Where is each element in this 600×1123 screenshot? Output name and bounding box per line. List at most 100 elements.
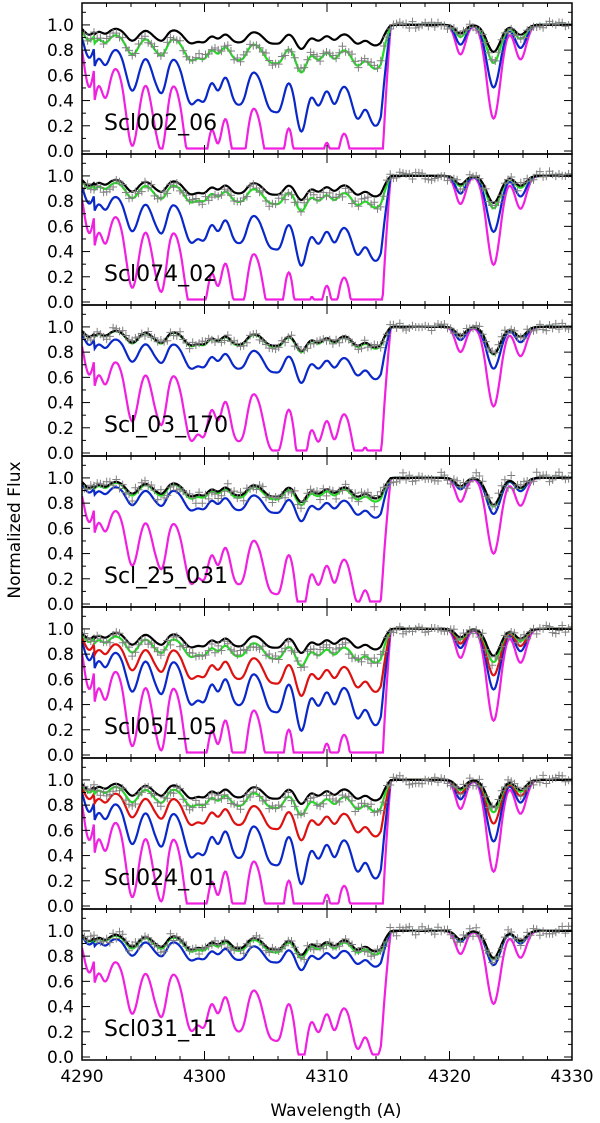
observed-points bbox=[82, 922, 572, 967]
observed-point bbox=[548, 475, 557, 484]
observed-point bbox=[293, 500, 302, 509]
observed-point bbox=[341, 793, 350, 802]
observed-point bbox=[325, 643, 334, 652]
observed-point bbox=[516, 333, 525, 342]
observed-point bbox=[351, 57, 360, 66]
observed-point bbox=[172, 486, 181, 494]
observed-point bbox=[300, 497, 309, 506]
observed-point bbox=[277, 336, 286, 345]
observed-point bbox=[488, 55, 497, 64]
observed-point bbox=[274, 494, 283, 503]
observed-point bbox=[297, 64, 305, 73]
series-blue bbox=[82, 23, 572, 133]
observed-point bbox=[462, 179, 471, 187]
observed-point bbox=[242, 47, 251, 56]
observed-point bbox=[370, 502, 379, 511]
observed-point bbox=[255, 188, 264, 197]
observed-point bbox=[169, 633, 178, 642]
observed-point bbox=[166, 929, 175, 938]
y-tick-label: 0.6 bbox=[47, 217, 74, 237]
observed-point bbox=[414, 623, 423, 632]
observed-point bbox=[262, 651, 270, 660]
y-tick-label: 0.0 bbox=[47, 746, 74, 766]
observed-point bbox=[309, 190, 318, 199]
observed-point bbox=[325, 188, 334, 197]
observed-point bbox=[535, 778, 544, 787]
observed-point bbox=[535, 931, 544, 940]
observed-point bbox=[440, 172, 449, 180]
observed-point bbox=[290, 802, 299, 811]
observed-point bbox=[363, 655, 372, 664]
observed-point bbox=[348, 654, 356, 663]
observed-point bbox=[287, 796, 296, 805]
observed-point bbox=[258, 48, 267, 56]
observed-point bbox=[367, 492, 376, 501]
observed-point bbox=[535, 624, 544, 633]
observed-point bbox=[348, 494, 356, 502]
observed-point bbox=[90, 185, 98, 194]
observed-point bbox=[421, 628, 430, 637]
observed-point bbox=[516, 792, 525, 801]
observed-point bbox=[217, 47, 226, 56]
observed-point bbox=[118, 638, 127, 647]
y-tick-label: 0.0 bbox=[47, 293, 74, 313]
observed-point bbox=[332, 645, 341, 653]
observed-point bbox=[392, 19, 401, 28]
y-tick-label: 0.4 bbox=[47, 394, 74, 414]
y-tick-label: 0.8 bbox=[47, 41, 74, 61]
observed-point bbox=[198, 54, 207, 63]
observed-point bbox=[239, 645, 248, 654]
observed-point bbox=[548, 628, 557, 637]
observed-point bbox=[507, 628, 516, 636]
observed-point bbox=[211, 936, 219, 945]
observed-point bbox=[246, 942, 255, 951]
observed-point bbox=[472, 321, 481, 330]
observed-point bbox=[481, 337, 490, 346]
observed-point bbox=[453, 783, 462, 792]
series-blue bbox=[82, 476, 572, 523]
observed-point bbox=[395, 168, 404, 177]
observed-point bbox=[252, 184, 261, 192]
observed-point bbox=[363, 193, 372, 202]
observed-point bbox=[82, 484, 89, 493]
observed-point bbox=[252, 643, 261, 652]
observed-point bbox=[281, 941, 290, 950]
observed-point bbox=[182, 339, 191, 347]
series-magenta bbox=[82, 929, 572, 1056]
observed-point bbox=[539, 23, 548, 32]
observed-point bbox=[284, 637, 293, 646]
observed-point bbox=[223, 331, 232, 340]
observed-point bbox=[465, 924, 474, 933]
observed-point bbox=[513, 934, 522, 943]
observed-point bbox=[335, 797, 344, 806]
observed-point bbox=[179, 641, 188, 650]
observed-point bbox=[488, 661, 497, 670]
observed-point bbox=[82, 30, 89, 38]
observed-point bbox=[163, 38, 172, 47]
observed-point bbox=[497, 35, 506, 44]
observed-point bbox=[284, 487, 293, 496]
observed-point bbox=[290, 486, 299, 495]
observed-point bbox=[121, 331, 130, 340]
observed-point bbox=[513, 638, 522, 647]
series-red bbox=[82, 778, 572, 842]
observed-point bbox=[277, 190, 286, 199]
observed-point bbox=[411, 24, 420, 32]
observed-point bbox=[169, 183, 178, 192]
observed-point bbox=[128, 652, 137, 661]
observed-point bbox=[440, 775, 449, 783]
observed-point bbox=[373, 204, 382, 213]
observed-point bbox=[258, 337, 267, 346]
observed-point bbox=[446, 781, 455, 790]
observed-point bbox=[182, 801, 191, 810]
observed-point bbox=[332, 494, 341, 503]
observed-point bbox=[478, 629, 487, 638]
observed-point bbox=[555, 468, 563, 477]
observed-point bbox=[201, 800, 210, 809]
y-tick-label: 0.8 bbox=[47, 796, 74, 816]
observed-point bbox=[172, 932, 181, 941]
observed-point bbox=[367, 952, 376, 961]
observed-point bbox=[163, 794, 172, 803]
observed-point bbox=[217, 646, 226, 655]
y-tick-label: 0.0 bbox=[47, 1048, 74, 1068]
